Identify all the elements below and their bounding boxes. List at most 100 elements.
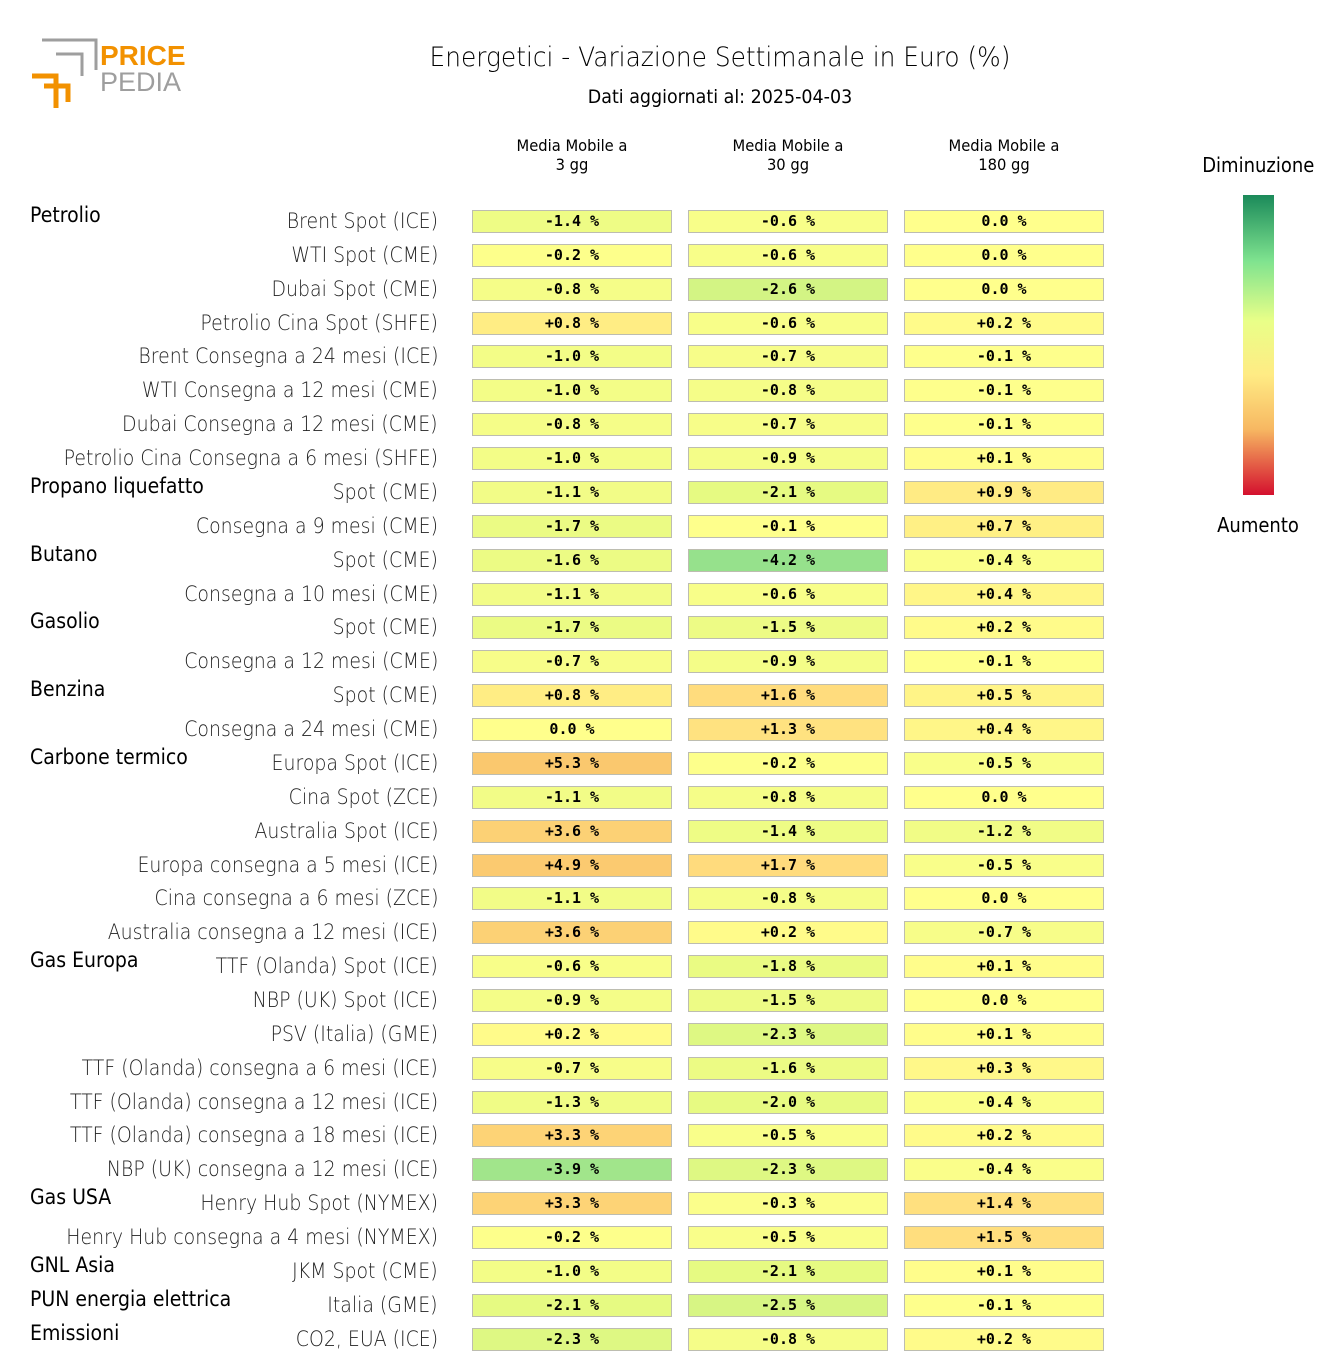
heatmap-cell: -0.4 % [904, 1090, 1104, 1114]
heatmap-cell: -1.1 % [472, 480, 672, 504]
row-label: Spot (CME) [332, 479, 438, 504]
row-label: CO2, EUA (ICE) [295, 1326, 438, 1351]
row-label: Cina Spot (ZCE) [288, 784, 438, 809]
heatmap-cell: -0.7 % [472, 1056, 672, 1080]
heatmap-cell: +0.2 % [688, 921, 888, 945]
heatmap-cell: -2.3 % [688, 1022, 888, 1046]
pricepedia-logo: PRICE PEDIA [32, 38, 186, 108]
group-label: Petrolio [30, 203, 101, 227]
row-label: Brent Consegna a 24 mesi (ICE) [137, 344, 438, 369]
heatmap-cell: +1.4 % [904, 1192, 1104, 1216]
row-label: TTF (Olanda) consegna a 6 mesi (ICE) [81, 1055, 438, 1080]
heatmap-cell: -0.1 % [904, 379, 1104, 403]
row-label: JKM Spot (CME) [292, 1258, 438, 1283]
row-label: Consegna a 24 mesi (CME) [183, 717, 438, 742]
heatmap-cell: -0.7 % [688, 413, 888, 437]
heatmap-cell: -1.4 % [688, 819, 888, 843]
row-label: Spot (CME) [332, 615, 438, 640]
heatmap-cell: +0.1 % [904, 1022, 1104, 1046]
row-label: Italia (GME) [327, 1292, 438, 1317]
group-label: Gas Europa [30, 948, 139, 973]
heatmap-cell: -0.7 % [688, 345, 888, 369]
row-label: Dubai Consegna a 12 mesi (CME) [122, 412, 438, 437]
row-label: Consegna a 12 mesi (CME) [183, 649, 438, 674]
group-label: Emissioni [30, 1320, 120, 1345]
heatmap-cell: -2.3 % [688, 1158, 888, 1182]
heatmap-cell: +0.1 % [904, 447, 1104, 471]
heatmap-cell: -1.3 % [472, 1090, 672, 1114]
heatmap-cell: -0.8 % [688, 785, 888, 809]
heatmap-cell: -0.9 % [688, 447, 888, 471]
heatmap-cell: -1.7 % [472, 616, 672, 640]
row-label: Cina consegna a 6 mesi (ZCE) [154, 886, 438, 911]
group-label: Benzina [30, 677, 106, 702]
svg-text:PEDIA: PEDIA [100, 67, 181, 97]
heatmap-cell: -0.5 % [688, 1124, 888, 1148]
heatmap-cell: 0.0 % [904, 243, 1104, 267]
svg-text:PRICE: PRICE [100, 40, 186, 71]
heatmap-cell: 0.0 % [472, 718, 672, 742]
heatmap-cell: +0.2 % [904, 1327, 1104, 1351]
heatmap-cell: -1.0 % [472, 1259, 672, 1283]
heatmap-cell: -0.9 % [472, 989, 672, 1012]
row-label: WTI Spot (CME) [291, 242, 438, 267]
heatmap-cell: -0.5 % [904, 751, 1104, 775]
group-label: PUN energia elettrica [30, 1286, 232, 1311]
row-label: Europa consegna a 5 mesi (ICE) [137, 852, 438, 877]
row-label: PSV (Italia) (GME) [270, 1021, 438, 1046]
heatmap-cell: -1.5 % [688, 616, 888, 640]
heatmap-cell: +0.2 % [904, 311, 1104, 335]
heatmap-cell: +0.5 % [904, 684, 1104, 708]
heatmap-cell: -0.7 % [904, 921, 1104, 945]
heatmap-cell: 0.0 % [904, 277, 1104, 301]
heatmap-cell: -0.7 % [472, 650, 672, 674]
heatmap-cell: +0.2 % [904, 616, 1104, 640]
heatmap-cell: +3.3 % [472, 1124, 672, 1148]
heatmap-cell: +1.7 % [688, 853, 888, 877]
row-label: Consegna a 9 mesi (CME) [195, 513, 438, 538]
heatmap-cell: +0.7 % [904, 514, 1104, 538]
heatmap-cell: +0.1 % [904, 1259, 1104, 1283]
heatmap-cell: -2.6 % [688, 277, 888, 301]
heatmap-cell: +0.4 % [904, 582, 1104, 606]
heatmap-cell: 0.0 % [904, 887, 1104, 911]
heatmap-cell: -0.8 % [688, 379, 888, 403]
heatmap-cell: +5.3 % [472, 751, 672, 775]
heatmap-cell: -0.8 % [472, 413, 672, 437]
heatmap-cell: -2.0 % [688, 1090, 888, 1114]
row-label: Petrolio Cina Spot (SHFE) [200, 310, 438, 335]
heatmap-cell: -1.0 % [472, 379, 672, 403]
heatmap-cell: 0.0 % [904, 785, 1104, 809]
heatmap-cell: -0.3 % [688, 1192, 888, 1216]
heatmap-cell: +1.5 % [904, 1226, 1104, 1250]
heatmap-cell: -0.1 % [688, 514, 888, 538]
heatmap-cell: -1.0 % [472, 447, 672, 471]
heatmap-cell: -0.6 % [688, 311, 888, 335]
heatmap-cell: -0.6 % [688, 582, 888, 606]
heatmap-cell: -2.5 % [688, 1293, 888, 1317]
row-label: Europa Spot (ICE) [271, 750, 438, 775]
heatmap-cell: -1.6 % [472, 548, 672, 572]
heatmap-cell: +0.2 % [472, 1022, 672, 1046]
group-label: Gasolio [30, 609, 100, 634]
heatmap-cell: -0.8 % [472, 277, 672, 301]
row-label: NBP (UK) Spot (ICE) [252, 988, 438, 1012]
heatmap-cell: +0.3 % [904, 1056, 1104, 1080]
heatmap-cell: -0.1 % [904, 345, 1104, 369]
heatmap-cell: -1.1 % [472, 785, 672, 809]
heatmap-cell: +3.6 % [472, 921, 672, 945]
row-label: Australia consegna a 12 mesi (ICE) [107, 920, 438, 945]
column-header: Media Mobile a 180 gg [948, 136, 1060, 174]
heatmap-cell: +0.8 % [472, 684, 672, 708]
heatmap-cell: -1.8 % [688, 955, 888, 979]
row-label: Spot (CME) [332, 547, 438, 572]
heatmap-cell: -0.1 % [904, 1293, 1104, 1317]
heatmap-cell: -1.4 % [472, 210, 672, 233]
row-label: Henry Hub Spot (NYMEX) [200, 1191, 438, 1216]
heatmap-cell: -0.5 % [688, 1226, 888, 1250]
row-label: Spot (CME) [332, 683, 438, 708]
heatmap-cell: -0.1 % [904, 650, 1104, 674]
heatmap-cell: -2.1 % [688, 480, 888, 504]
heatmap-cell: -0.6 % [472, 955, 672, 979]
group-label: Butano [30, 541, 98, 566]
